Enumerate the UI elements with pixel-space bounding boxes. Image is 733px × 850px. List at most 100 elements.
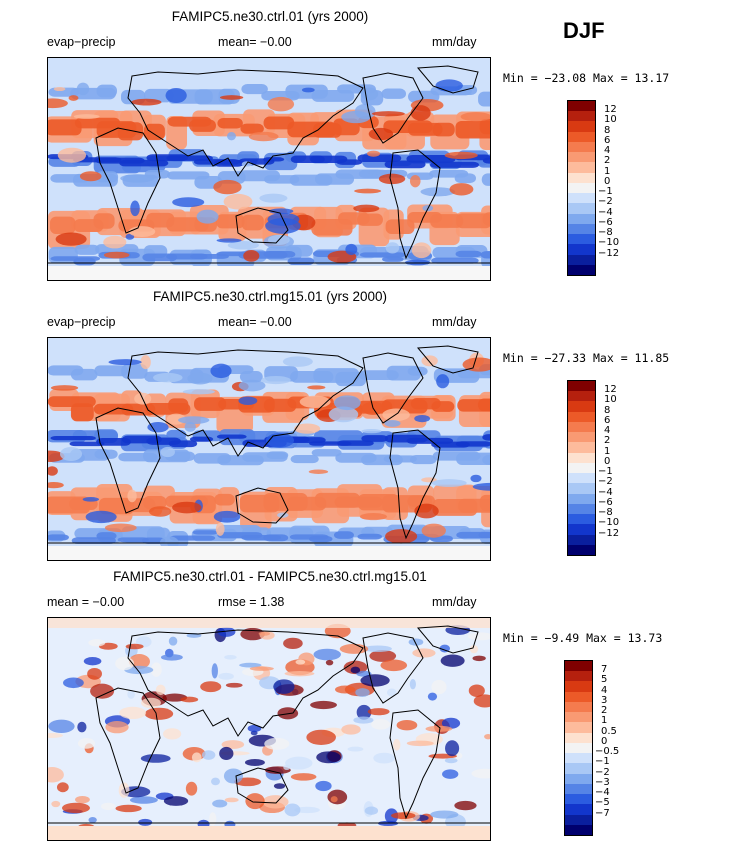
colorbar-segment (565, 722, 592, 734)
colorbar-tick-label: 2 (601, 705, 608, 717)
coastline (416, 345, 479, 374)
coastline (235, 207, 289, 244)
colorbar-tick-label: 0 (604, 175, 611, 187)
colorbar-tick-label: 4 (604, 145, 611, 157)
coastline (416, 625, 479, 654)
coastline (235, 767, 289, 804)
colorbar-tick-label: 1 (604, 445, 611, 457)
panel-1-title: FAMIPC5.ne30.ctrl.01 (yrs 2000) (171, 9, 369, 24)
colorbar-segment (565, 773, 592, 785)
colorbar-segment (565, 671, 592, 682)
colorbar-segment (568, 493, 595, 505)
coastline (362, 352, 424, 424)
colorbar-segment (565, 753, 592, 764)
colorbar-tick-label: −6 (598, 496, 613, 508)
colorbar-tick-label: −1 (598, 186, 613, 198)
coastline (362, 632, 424, 704)
panel-3-mean-label: mean = −0.00 (47, 595, 125, 609)
colorbar-segment (568, 213, 595, 225)
colorbar-tick-label: −2 (598, 196, 613, 208)
colorbar-segment (568, 182, 595, 194)
colorbar-segment (568, 544, 595, 556)
colorbar-tick-label: −1 (595, 756, 610, 768)
colorbar-segment (568, 401, 595, 413)
panel-1-map (47, 57, 491, 281)
panel-1-map-svg (48, 58, 490, 280)
colorbar-tick-label: −2 (595, 766, 610, 778)
colorbar-segment (568, 152, 595, 163)
coastline (235, 487, 289, 524)
colorbar-segment (568, 473, 595, 484)
panel-1-units-label: mm/day (432, 35, 477, 49)
colorbar-tick-label: 5 (601, 674, 608, 686)
colorbar-tick-label: 0 (604, 455, 611, 467)
coastline (389, 149, 441, 260)
panel-1-variable-label: evap−precip (47, 35, 116, 49)
colorbar-segment (568, 121, 595, 133)
colorbar-segment (568, 203, 595, 215)
panel-2-variable-label: evap−precip (47, 315, 116, 329)
colorbar-tick-label: −12 (598, 527, 620, 539)
colorbar-segment (568, 391, 595, 402)
colorbar-segment (568, 101, 595, 112)
colorbar-tick-label: −3 (595, 776, 610, 788)
panel-3-units-label: mm/day (432, 595, 477, 609)
colorbar-segment (568, 452, 595, 464)
colorbar-tick-label: 2 (604, 435, 611, 447)
colorbar-segment (568, 534, 595, 546)
colorbar-tick-label: 7 (601, 664, 608, 676)
colorbar-segment (568, 264, 595, 276)
colorbar-segment (568, 442, 595, 454)
colorbar-tick-label: 12 (604, 104, 617, 116)
colorbar-segment (565, 681, 592, 693)
panel-2-mean-label: mean= −0.00 (218, 315, 292, 329)
colorbar-segment (565, 824, 592, 836)
colorbar-segment (565, 814, 592, 826)
colorbar-tick-label: 0.5 (601, 725, 617, 737)
panel-2-map-svg (48, 338, 490, 560)
colorbar-tick-label: 8 (604, 404, 611, 416)
coastline (389, 429, 441, 540)
colorbar-segment (568, 254, 595, 266)
colorbar-tick-label: −4 (595, 787, 610, 799)
colorbar-segment (565, 763, 592, 775)
colorbar-tick-label: −7 (595, 807, 610, 819)
colorbar-tick-label: 10 (604, 114, 617, 126)
colorbar-segment (568, 462, 595, 474)
coastline (95, 687, 161, 794)
coastline (95, 407, 161, 514)
panel-2-units-label: mm/day (432, 315, 477, 329)
colorbar-tick-label: −1 (598, 466, 613, 478)
colorbar-segment (568, 432, 595, 443)
colorbar-tick-label: −8 (598, 507, 613, 519)
colorbar-tick-label: 4 (604, 425, 611, 437)
colorbar-segment (568, 193, 595, 204)
colorbar-segment (568, 172, 595, 184)
panel-2-colorbar-labels: 12 10 8 6 4 2 1 0 −1 −2 −4 −6 −8 −10 −12 (598, 380, 638, 554)
colorbar-tick-label: −10 (598, 517, 620, 529)
colorbar-tick-label: 0 (601, 735, 608, 747)
colorbar-segment (568, 131, 595, 143)
panel-2-colorbar (567, 380, 596, 556)
colorbar-segment (568, 503, 595, 515)
colorbar-segment (565, 742, 592, 754)
colorbar-tick-label: 1 (604, 165, 611, 177)
colorbar-tick-label: −12 (598, 247, 620, 259)
colorbar-tick-label: 4 (601, 684, 608, 696)
colorbar-segment (568, 111, 595, 122)
panel-3-minmax: Min = −9.49 Max = 13.73 (503, 631, 663, 645)
coastline (95, 127, 161, 234)
colorbar-tick-label: 3 (601, 694, 608, 706)
panel-3-rmse-label: rmse = 1.38 (218, 595, 285, 609)
colorbar-tick-label: 6 (604, 414, 611, 426)
panel-1-colorbar (567, 100, 596, 276)
colorbar-segment (568, 234, 595, 245)
colorbar-tick-label: 1 (601, 715, 608, 727)
panel-3-map (47, 617, 491, 841)
coastline (416, 65, 479, 94)
panel-1-minmax: Min = −23.08 Max = 13.17 (503, 71, 670, 85)
panel-1-mean-label: mean= −0.00 (218, 35, 292, 49)
colorbar-segment (565, 732, 592, 744)
colorbar-segment (568, 421, 595, 433)
panel-2-minmax: Min = −27.33 Max = 11.85 (503, 351, 670, 365)
